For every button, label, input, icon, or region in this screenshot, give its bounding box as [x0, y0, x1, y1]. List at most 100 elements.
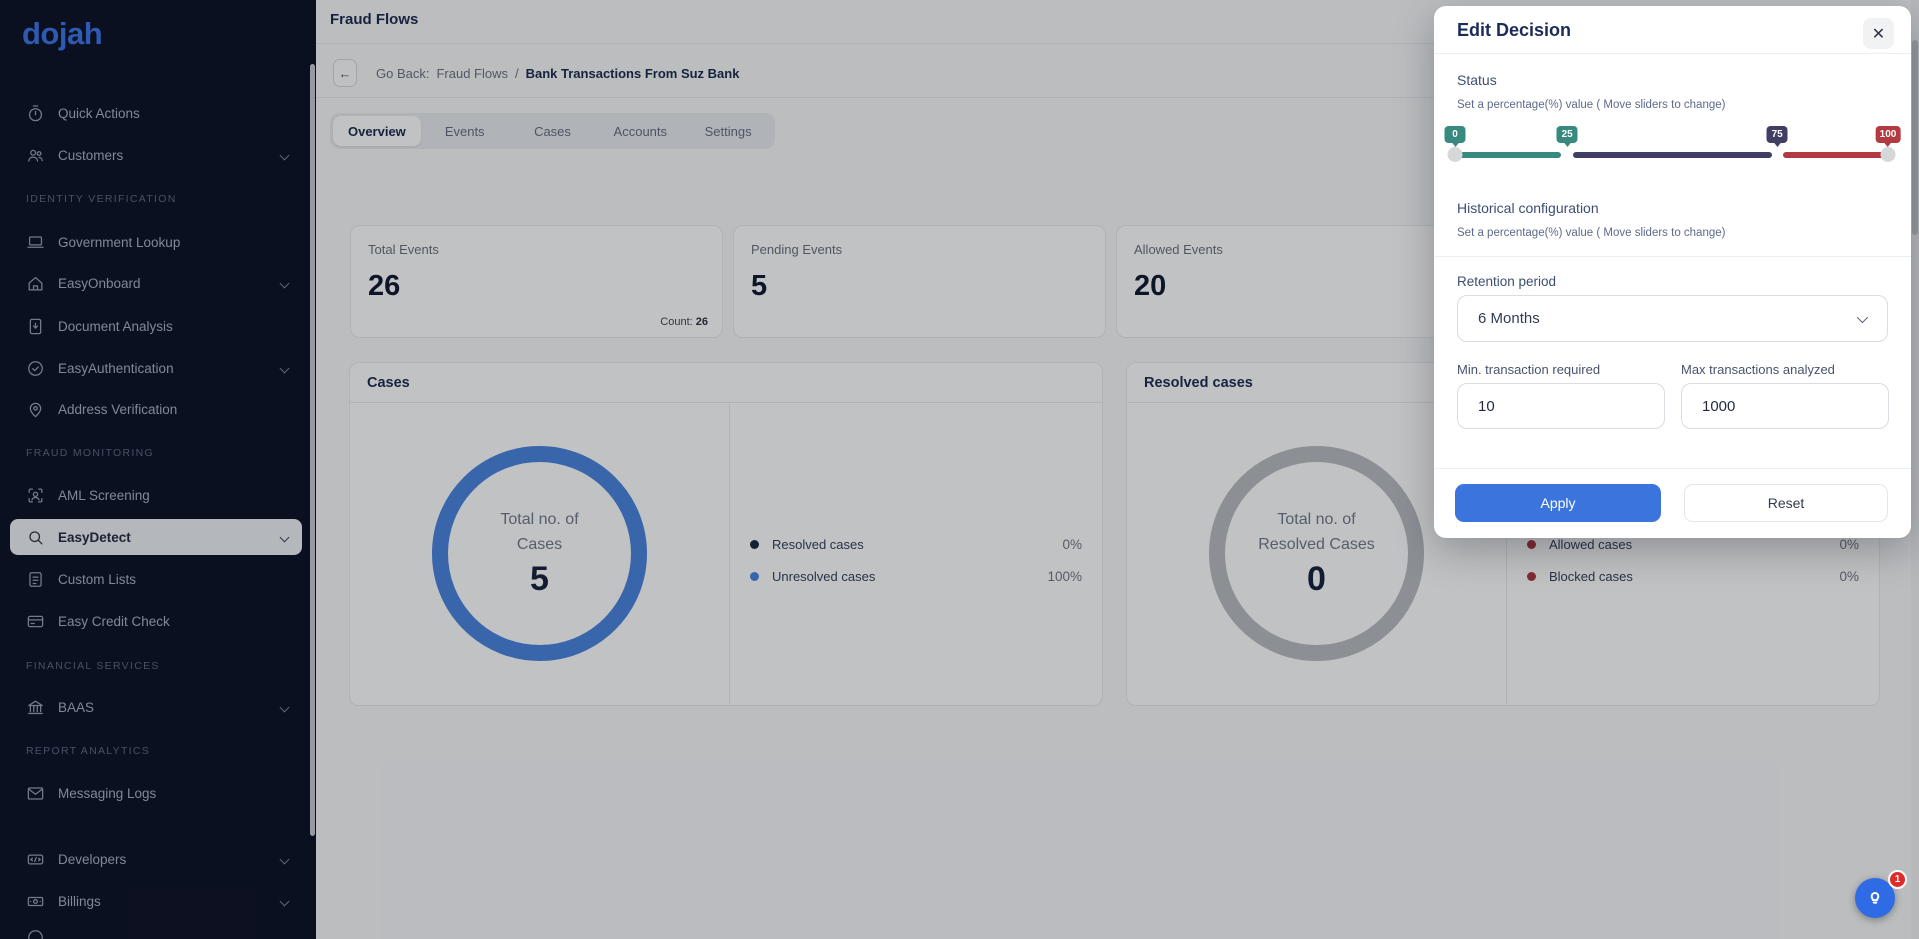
stat-count: Count: 26 [660, 316, 708, 328]
resolved-donut-chart: Total no. of Resolved Cases 0 [1209, 446, 1424, 661]
legend-label: Blocked cases [1549, 568, 1633, 584]
tab-cases[interactable]: Cases [534, 123, 571, 139]
chat-unread-badge: 1 [1888, 870, 1907, 889]
min-transaction-label: Min. transaction required [1457, 362, 1601, 377]
search-icon [26, 528, 45, 547]
tab-accounts[interactable]: Accounts [613, 123, 668, 139]
stat-label: Allowed Events [1134, 242, 1223, 257]
legend-dot-icon [750, 539, 759, 549]
slider-value-pill-100[interactable]: 100 [1875, 126, 1901, 147]
slider-segment [1573, 152, 1772, 158]
sidebar-item-billings[interactable]: Billings [10, 883, 302, 919]
sidebar-item-government-lookup[interactable]: Government Lookup [10, 224, 302, 260]
stat-card-total-events: Total Events 26 Count: 26 [350, 225, 723, 338]
sidebar-item-label: Quick Actions [58, 105, 140, 121]
badge-check-icon [26, 359, 45, 378]
tab-settings[interactable]: Settings [704, 123, 752, 139]
sidebar-item-label: Easy Credit Check [58, 613, 170, 629]
sidebar-item-label: Address Verification [58, 401, 178, 417]
sidebar-item-address-verification[interactable]: Address Verification [10, 391, 302, 427]
legend-label: Resolved cases [772, 536, 864, 552]
modal-title: Edit Decision [1457, 20, 1572, 40]
sidebar-item-easydetect[interactable]: EasyDetect [10, 519, 302, 555]
sidebar-item-easyonboard[interactable]: EasyOnboard [10, 265, 302, 301]
breadcrumb: Go Back: Fraud Flows / Bank Transactions… [376, 59, 739, 87]
breadcrumb-go-back-label: Go Back: [376, 65, 430, 81]
tab-bar: Overview Events Cases Accounts Settings [330, 113, 775, 149]
sidebar-item-developers[interactable]: Developers [10, 841, 302, 877]
historical-helper-text: Set a percentage(%) value ( Move sliders… [1457, 227, 1726, 239]
sidebar-item-easyauthentication[interactable]: EasyAuthentication [10, 350, 302, 386]
slider-handle[interactable] [1447, 147, 1463, 162]
cases-panel: Cases Total no. of Cases 5 Resolved case… [349, 362, 1103, 706]
divider [316, 97, 1919, 98]
sidebar-item-partial[interactable] [10, 919, 302, 939]
apply-button[interactable]: Apply [1455, 484, 1661, 522]
stat-card-pending-events: Pending Events 5 [733, 225, 1106, 338]
slider-value-pill-25[interactable]: 25 [1556, 126, 1578, 147]
legend-dot-icon [1527, 571, 1536, 581]
legend-label: Allowed cases [1549, 536, 1633, 552]
slider-handle[interactable] [1880, 147, 1896, 162]
breadcrumb-parent-link[interactable]: Fraud Flows [436, 65, 508, 81]
back-button[interactable]: ← [333, 59, 357, 87]
close-button[interactable]: ✕ [1863, 18, 1894, 49]
donut-center-value: 0 [1307, 559, 1326, 598]
retention-period-value: 6 Months [1478, 310, 1540, 327]
slider-value-pill-0[interactable]: 0 [1444, 126, 1466, 147]
max-transactions-input[interactable] [1681, 383, 1889, 429]
tab-overview[interactable]: Overview [333, 116, 421, 146]
sidebar-item-document-analysis[interactable]: Document Analysis [10, 308, 302, 344]
resolved-legend: Allowed cases 0% Blocked cases 0% [1527, 528, 1859, 592]
sidebar-item-custom-lists[interactable]: Custom Lists [10, 561, 302, 597]
bank-icon [26, 698, 45, 717]
stat-label: Total Events [368, 242, 439, 257]
credit-card-icon [26, 612, 45, 631]
status-slider[interactable]: 0 25 75 100 [1444, 126, 1901, 176]
sidebar-item-customers[interactable]: Customers [10, 137, 302, 173]
donut-center-label: Total no. of [500, 511, 579, 529]
sidebar-item-messaging-logs[interactable]: Messaging Logs [10, 775, 302, 811]
donut-center-value: 5 [530, 559, 549, 598]
sidebar-item-quick-actions[interactable]: Quick Actions [10, 95, 302, 131]
sidebar-item-label: EasyAuthentication [58, 360, 174, 376]
close-icon: ✕ [1871, 25, 1886, 43]
page-scrollbar-thumb[interactable] [1912, 40, 1918, 235]
stat-value: 20 [1134, 270, 1167, 302]
list-icon [26, 570, 45, 589]
modal-divider [1434, 468, 1911, 469]
panel-divider [1506, 404, 1507, 704]
historical-config-label: Historical configuration [1457, 200, 1599, 216]
legend-row-unresolved-cases: Unresolved cases 100% [750, 560, 1082, 592]
stat-card-allowed-events: Allowed Events 20 [1116, 225, 1489, 338]
divider [316, 43, 1919, 44]
chat-widget-button[interactable] [1855, 878, 1895, 918]
stats-row: Total Events 26 Count: 26 Pending Events 5 Al… [350, 225, 1489, 338]
legend-row-blocked-cases: Blocked cases 0% [1527, 560, 1859, 592]
sidebar-scrollbar[interactable] [310, 64, 315, 836]
sidebar-item-label: Billings [58, 893, 101, 909]
max-transactions-label: Max transactions analyzed [1681, 362, 1835, 377]
sidebar-item-baas[interactable]: BAAS [10, 689, 302, 725]
min-transaction-input[interactable] [1457, 383, 1665, 429]
slider-value-pill-75[interactable]: 75 [1766, 126, 1788, 147]
laptop-icon [26, 233, 45, 252]
face-scan-icon [26, 486, 45, 505]
stopwatch-icon [26, 104, 45, 123]
envelope-icon [26, 784, 45, 803]
chevron-down-icon [1856, 311, 1869, 323]
tab-events[interactable]: Events [444, 123, 485, 139]
status-label: Status [1457, 72, 1497, 88]
cases-donut-center: Total no. of Cases 5 [432, 446, 647, 661]
reset-button[interactable]: Reset [1684, 484, 1888, 522]
edit-decision-modal: Edit Decision ✕ Status Set a percentage(… [1434, 6, 1911, 538]
page-scrollbar[interactable] [1911, 0, 1919, 939]
dojah-logo: dojah [22, 16, 103, 51]
sidebar-item-easy-credit-check[interactable]: Easy Credit Check [10, 603, 302, 639]
page-title: Fraud Flows [330, 11, 419, 28]
sidebar-item-aml-screening[interactable]: AML Screening [10, 477, 302, 513]
legend-dot-icon [750, 571, 759, 581]
modal-divider [1434, 256, 1911, 257]
retention-period-select[interactable]: 6 Months [1457, 295, 1888, 342]
sidebar-section-financial-services: FINANCIAL SERVICES [26, 660, 160, 672]
